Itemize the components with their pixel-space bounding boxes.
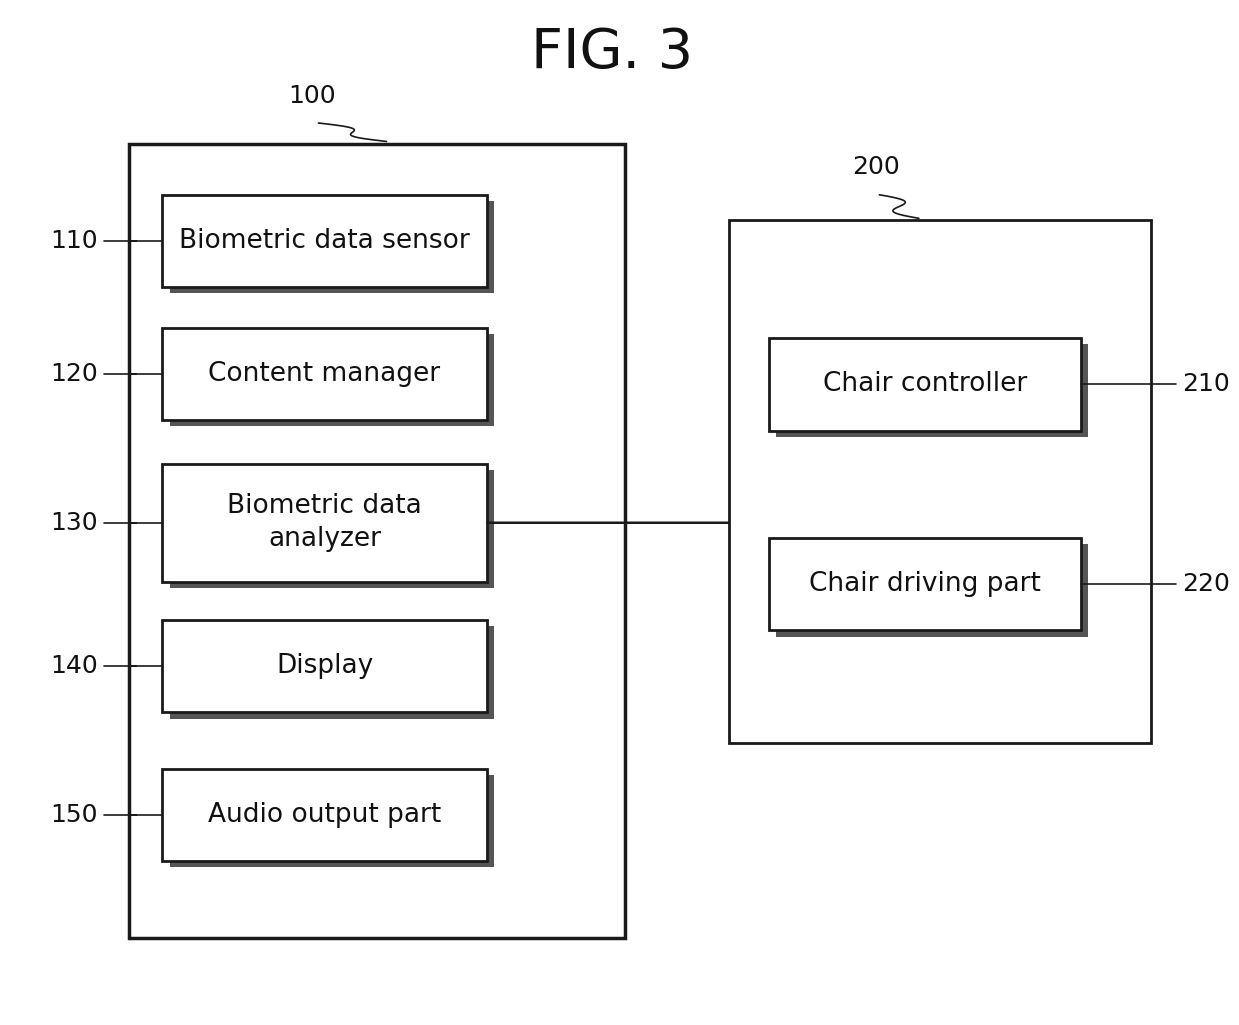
Text: 120: 120 — [51, 362, 98, 386]
Bar — [170, 201, 494, 293]
Bar — [776, 344, 1088, 437]
Bar — [170, 334, 494, 426]
Text: Content manager: Content manager — [208, 361, 441, 387]
Bar — [768, 338, 1080, 430]
Text: FIG. 3: FIG. 3 — [532, 26, 694, 80]
Text: 150: 150 — [51, 803, 98, 827]
Text: Display: Display — [276, 653, 373, 680]
Bar — [129, 144, 624, 938]
Text: Chair driving part: Chair driving part — [809, 571, 1041, 598]
Bar — [768, 538, 1080, 630]
Text: 200: 200 — [851, 156, 900, 179]
Bar — [162, 463, 487, 582]
Bar — [162, 620, 487, 712]
Text: 100: 100 — [289, 84, 336, 108]
Text: 220: 220 — [1182, 572, 1230, 597]
Bar — [162, 328, 487, 420]
Bar — [729, 220, 1151, 743]
Bar — [162, 195, 487, 287]
Text: 130: 130 — [51, 510, 98, 535]
Text: 210: 210 — [1182, 372, 1229, 397]
Text: 110: 110 — [51, 229, 98, 253]
Text: Biometric data
analyzer: Biometric data analyzer — [227, 493, 422, 552]
Text: Biometric data sensor: Biometric data sensor — [180, 228, 470, 254]
Bar — [170, 775, 494, 867]
Bar — [776, 544, 1088, 637]
Text: 140: 140 — [51, 654, 98, 679]
Bar — [170, 626, 494, 719]
Bar — [162, 769, 487, 861]
Bar — [170, 470, 494, 588]
Text: Audio output part: Audio output part — [208, 802, 441, 828]
Text: Chair controller: Chair controller — [823, 371, 1027, 398]
